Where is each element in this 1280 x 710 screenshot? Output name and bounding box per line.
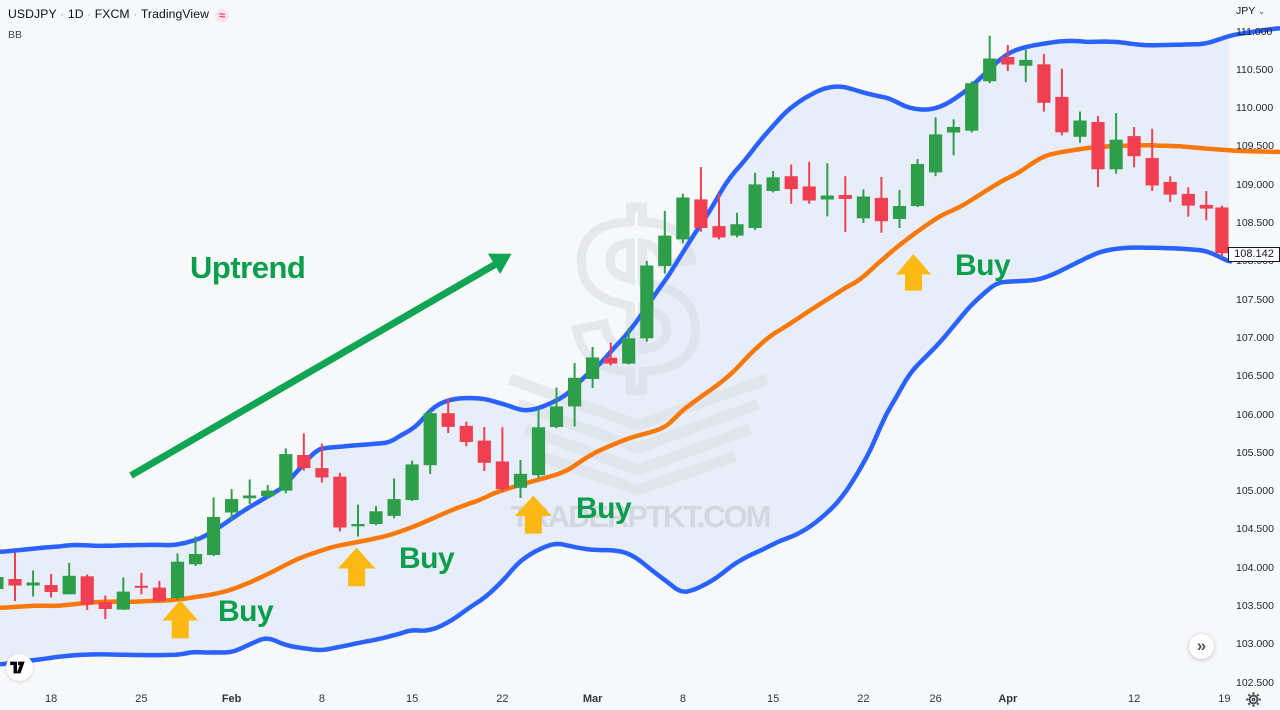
svg-text:TRADERPTKT.COM: TRADERPTKT.COM — [511, 499, 772, 534]
